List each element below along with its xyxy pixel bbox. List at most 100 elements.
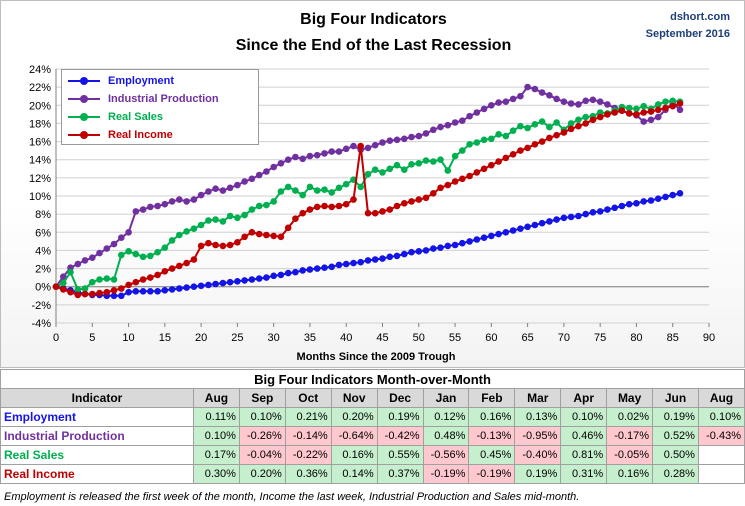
series-point-real-income (241, 233, 248, 241)
series-point-real-income (147, 274, 154, 281)
series-point-real-income (110, 287, 118, 294)
series-point-real-income (502, 154, 510, 162)
series-point-real-sales (488, 135, 495, 143)
table-cell: 0.31% (560, 464, 608, 484)
series-point-real-sales (357, 183, 365, 191)
x-tick-label: 75 (594, 332, 606, 344)
series-point-industrial-production (647, 116, 655, 124)
series-point-real-income (125, 281, 132, 289)
series-point-real-income (379, 208, 386, 215)
series-point-employment (553, 216, 560, 223)
series-point-employment (335, 261, 343, 269)
series-point-real-income (313, 203, 321, 211)
table-cell: 0.10% (560, 407, 608, 427)
series-point-employment (118, 292, 125, 300)
series-point-industrial-production (589, 96, 597, 104)
series-point-industrial-production (459, 117, 466, 124)
series-point-real-sales (67, 268, 74, 276)
series-point-employment (379, 255, 386, 262)
x-tick-label: 0 (53, 332, 59, 344)
y-tick-label: 0% (35, 282, 51, 294)
series-point-employment (270, 272, 278, 280)
table-cell: 0.45% (468, 445, 516, 465)
series-point-real-sales (625, 104, 633, 112)
table-cell: -0.14% (284, 426, 332, 446)
line-chart: -4% -2% 0% 2% 4% 6% 8% 10% 12% 14% 16% 18% 20% 22% 24%… (29, 64, 715, 344)
series-point-industrial-production (96, 249, 103, 257)
series-point-real-income (154, 271, 161, 279)
series-point-real-income (459, 175, 466, 183)
series-point-industrial-production (190, 196, 198, 203)
series-point-employment (502, 229, 510, 236)
series-point-real-sales (299, 191, 307, 199)
y-tick-label: 14% (29, 155, 51, 167)
table-cell (697, 445, 745, 465)
table-cell: 0.48% (422, 426, 470, 446)
series-point-industrial-production (401, 135, 408, 143)
series-point-employment (575, 212, 582, 220)
series-point-employment (386, 253, 394, 261)
series-point-employment (459, 239, 466, 247)
series-point-real-income (517, 147, 524, 154)
table-cell: 0.10% (697, 407, 745, 427)
y-tick-label: 22% (29, 82, 51, 94)
series-point-industrial-production (567, 100, 575, 107)
series-point-industrial-production (277, 160, 285, 167)
series-point-industrial-production (444, 121, 452, 129)
table-cell: 0.19% (514, 464, 562, 484)
series-point-employment (357, 258, 365, 266)
series-point-employment (139, 288, 147, 295)
series-point-real-sales (125, 248, 132, 255)
series-point-real-sales (139, 253, 147, 261)
series-point-real-sales (292, 187, 299, 194)
legend-swatch-real-income (68, 131, 100, 139)
series-point-real-income (328, 203, 336, 211)
table-cell: -0.64% (330, 426, 378, 446)
series-point-industrial-production (509, 95, 517, 103)
series-point-industrial-production (299, 155, 307, 163)
series-point-real-income (321, 202, 328, 210)
series-point-real-income (183, 259, 190, 267)
series-point-real-income (567, 125, 575, 133)
series-point-employment (132, 288, 140, 295)
x-tick-label: 85 (667, 332, 679, 344)
series-point-real-sales (255, 202, 263, 210)
series-point-industrial-production (502, 98, 510, 105)
series-point-employment (263, 274, 270, 281)
series-point-real-income (553, 131, 560, 139)
series-point-real-sales (89, 278, 96, 286)
series-point-employment (430, 245, 437, 252)
series-point-real-income (415, 196, 423, 203)
mom-table-section: Big Four Indicators Month-over-Month Ind… (0, 369, 745, 484)
series-point-real-sales (205, 217, 212, 224)
row-indicator-name: Real Sales (0, 445, 194, 465)
series-point-real-income (546, 134, 553, 142)
series-point-real-sales (263, 201, 270, 209)
series-point-real-income (139, 276, 147, 283)
y-tick-label: 20% (29, 100, 51, 112)
series-point-real-sales (118, 251, 125, 259)
series-point-real-income (357, 142, 365, 150)
series-point-employment (495, 230, 502, 238)
series-point-employment (342, 260, 350, 268)
chart-title: Big Four Indicators (300, 11, 447, 28)
footnote: Employment is released the first week of… (4, 491, 580, 503)
table-cell: -0.05% (606, 445, 654, 465)
series-point-real-sales (437, 156, 444, 163)
series-point-industrial-production (263, 168, 270, 175)
table-cell (697, 464, 745, 484)
series-point-industrial-production (676, 106, 684, 114)
series-point-industrial-production (81, 257, 89, 264)
series-point-employment (183, 284, 190, 291)
series-point-real-sales (270, 198, 278, 205)
series-point-real-sales (342, 180, 350, 188)
legend-swatch-employment (68, 77, 100, 85)
row-indicator-name: Employment (0, 407, 194, 427)
x-axis-label: Months Since the 2009 Trough (296, 351, 456, 363)
series-point-real-income (495, 158, 502, 165)
table-title: Big Four Indicators Month-over-Month (0, 369, 745, 389)
series-point-real-sales (328, 189, 336, 196)
series-point-real-sales (538, 118, 546, 125)
series-point-real-income (430, 190, 437, 197)
series-point-employment (371, 256, 379, 263)
